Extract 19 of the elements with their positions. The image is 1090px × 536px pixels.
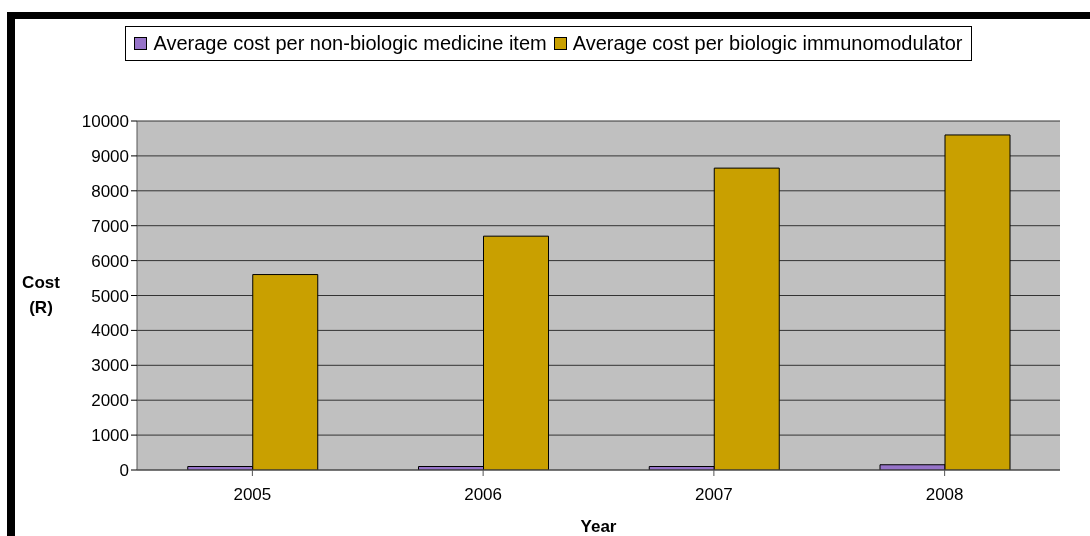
y-tick-label: 6000 (91, 251, 129, 271)
legend-label: Average cost per non-biologic medicine item (153, 32, 547, 55)
y-tick-label: 10000 (81, 112, 129, 132)
y-tick-label: 3000 (91, 356, 129, 376)
y-axis-title: Cost (R) (21, 272, 61, 319)
x-tick-label: 2008 (925, 485, 964, 505)
x-tick-label: 2005 (233, 485, 272, 505)
x-tick-label: 2007 (694, 485, 733, 505)
y-tick-label: 5000 (91, 286, 129, 306)
y-tick-label: 1000 (91, 426, 129, 446)
y-tick-label: 9000 (91, 146, 129, 166)
y-tick-label: 4000 (91, 321, 129, 341)
y-tick-label: 0 (119, 461, 129, 481)
y-tick-label: 2000 (91, 391, 129, 411)
x-tick-label: 2006 (464, 485, 503, 505)
y-tick-label: 7000 (91, 216, 129, 236)
legend-label: Average cost per biologic immunomodulator (572, 32, 963, 55)
y-tick-label: 8000 (91, 181, 129, 201)
x-axis-title: Year (580, 517, 617, 536)
